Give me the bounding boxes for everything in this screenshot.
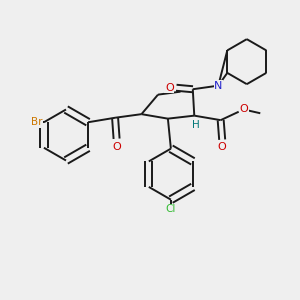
Text: O: O (218, 142, 226, 152)
Text: N: N (214, 81, 223, 91)
Text: O: O (240, 104, 248, 114)
Text: O: O (112, 142, 121, 152)
Text: N: N (214, 81, 223, 91)
Text: Cl: Cl (166, 204, 176, 214)
Text: Br: Br (31, 117, 42, 127)
Text: H: H (192, 120, 200, 130)
Text: O: O (165, 83, 174, 93)
